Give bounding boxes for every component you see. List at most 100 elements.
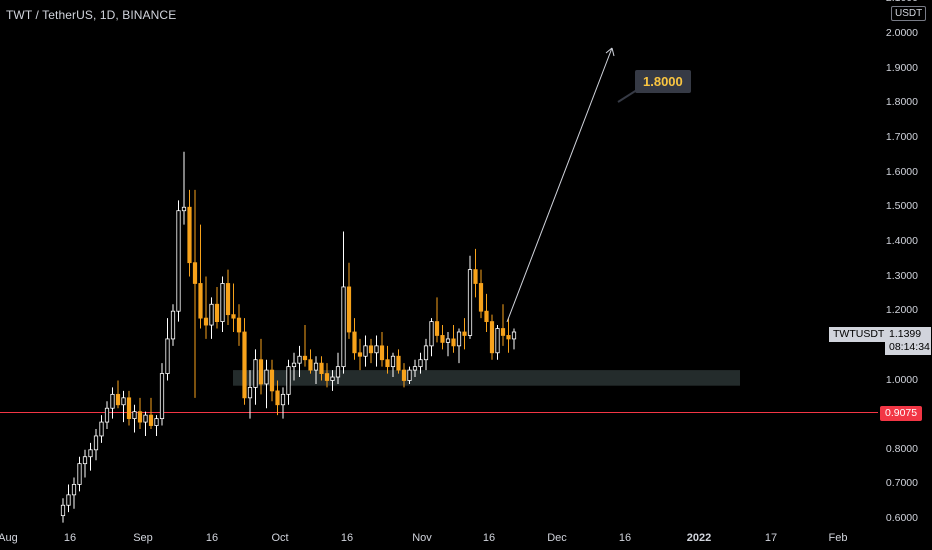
candle-body (137, 411, 143, 423)
candle-body (495, 328, 500, 354)
candle-body (247, 387, 253, 399)
candle-body (82, 456, 88, 465)
candle-body (330, 376, 335, 381)
candle-body (269, 369, 275, 392)
price-tick-label: 2.1000 (868, 0, 918, 4)
time-tick-label: Nov (412, 532, 432, 544)
candle-body (187, 206, 192, 264)
candle-body (104, 407, 110, 423)
candle-body (346, 286, 352, 333)
candle-body (456, 331, 462, 347)
time-tick-label: 16 (340, 532, 354, 544)
candle-body (385, 359, 390, 368)
time-tick-label: Oct (271, 532, 289, 544)
candle-body (379, 345, 385, 361)
candle-body (258, 359, 264, 385)
candle-body (231, 314, 236, 319)
bar-countdown: 08:14:34 (885, 340, 931, 355)
candle-body (159, 373, 165, 420)
last-price-tag: 1.1399 (885, 327, 931, 342)
candle-body (225, 283, 231, 316)
candle-body (121, 397, 126, 406)
candle-body (319, 362, 324, 374)
time-tick-label: 16 (63, 532, 77, 544)
candle-body (170, 310, 176, 340)
candle-body (390, 355, 396, 368)
price-tick-label: 1.0000 (885, 373, 918, 386)
price-tick-label: 1.4000 (885, 234, 918, 247)
time-tick-label: 16 (482, 532, 496, 544)
candle-body (374, 345, 379, 354)
candle-body (341, 286, 346, 368)
candle-body (198, 283, 203, 319)
price-tick-label: 0.8000 (885, 442, 918, 455)
projection-arrow (506, 47, 613, 323)
price-tick-label: 0.7000 (885, 477, 918, 490)
candle-body (88, 449, 93, 458)
time-tick-label: Feb (828, 532, 848, 544)
candle-body (291, 362, 297, 368)
candle-body (412, 366, 418, 371)
candle-body (357, 352, 363, 357)
time-tick-label: 2022 (686, 532, 712, 544)
candle-body (209, 303, 214, 326)
price-tick-label: 1.3000 (885, 269, 918, 282)
candle-body (176, 210, 181, 312)
candle-body (110, 393, 115, 409)
target-callout[interactable]: 1.8000 (635, 70, 691, 93)
time-tick-label: Sep (133, 532, 153, 544)
price-tick-label: 0.6000 (885, 512, 918, 525)
candle-body (154, 418, 159, 426)
candle-body (396, 355, 401, 371)
price-tick-label: 2.0000 (885, 27, 918, 39)
candle-body (500, 328, 506, 336)
candle-body (462, 331, 467, 336)
candle-body (214, 303, 220, 322)
time-tick-label: Aug (0, 532, 18, 544)
candle-body (429, 321, 434, 347)
candle-body (511, 331, 517, 340)
candle-body (165, 338, 170, 374)
candle-body (423, 345, 429, 361)
candle-body (143, 414, 148, 423)
currency-unit-button[interactable]: USDT (891, 6, 927, 21)
candle-body (335, 366, 341, 378)
candle-body (313, 362, 319, 371)
candle-body (401, 369, 407, 381)
candle-body (99, 421, 104, 437)
candle-body (203, 317, 209, 326)
arrow-head-icon (605, 47, 615, 57)
symbol-tag: TWTUSDT (829, 327, 889, 342)
chart-title: TWT / TetherUS, 1D, BINANCE (6, 8, 177, 22)
candle-body (484, 310, 489, 322)
candle-body (489, 321, 495, 354)
time-tick-label: Dec (547, 532, 567, 544)
candle-body (264, 369, 269, 385)
candle-body (473, 269, 478, 284)
candle-body (132, 411, 137, 420)
candle-body (506, 335, 511, 340)
candle-body (115, 393, 121, 406)
candle-body (236, 317, 242, 333)
time-tick-label: 17 (764, 532, 778, 544)
candle-body (324, 373, 330, 381)
candle-body (66, 494, 71, 506)
candle-body (126, 397, 132, 420)
price-tick-label: 1.8000 (885, 96, 918, 109)
candle-body (407, 369, 412, 381)
time-tick-label: 16 (618, 532, 632, 544)
candle-body (275, 390, 280, 406)
candle-body (434, 321, 440, 336)
candle-body (93, 435, 99, 451)
candle-body (253, 359, 258, 388)
support-zone (233, 370, 740, 386)
candle-body (478, 283, 484, 312)
candle-body (440, 335, 445, 343)
candle-body (181, 206, 187, 212)
time-tick-label: 16 (205, 532, 219, 544)
price-tick-label: 1.2000 (885, 304, 918, 317)
candle-body (363, 345, 368, 357)
price-tick-label: 1.7000 (885, 130, 918, 143)
candle-body (280, 393, 286, 406)
